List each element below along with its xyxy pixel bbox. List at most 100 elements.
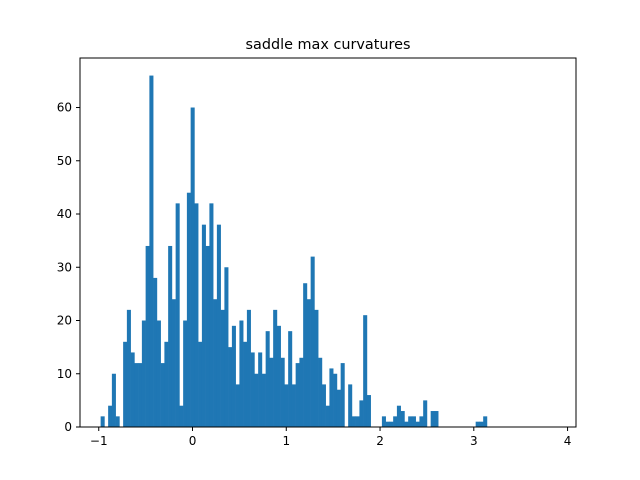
histogram-bar [141,320,146,427]
x-tick-label: 1 [282,434,290,448]
histogram-bar [179,405,184,427]
histogram-bar [333,373,338,427]
histogram-bar [209,203,214,427]
histogram-bar [396,405,401,427]
histogram-bar [393,416,398,427]
histogram-bar [108,405,113,427]
histogram-bar [415,421,420,427]
histogram-bars [100,75,488,428]
histogram-bar [254,373,259,427]
histogram-bar [288,331,293,427]
histogram-bar [198,341,203,427]
chart-title: saddle max curvatures [246,37,411,53]
histogram-bar [216,224,221,427]
histogram-bar [355,416,360,427]
histogram-bar [329,368,334,427]
x-tick-label: −1 [90,434,108,448]
histogram-bar [224,267,229,427]
histogram-bar [359,400,364,427]
y-axis-ticks: 0 10 20 30 40 50 60 [57,101,80,434]
histogram-bar [156,320,161,427]
histogram-bar [366,395,371,427]
histogram-bar [419,416,424,427]
histogram-bar [213,299,218,427]
histogram-bar [273,309,278,427]
histogram-bar [153,277,158,427]
histogram-bar [235,384,240,427]
histogram-bar [171,299,176,427]
histogram-bar [145,245,150,427]
histogram-bar [164,341,169,427]
axes [79,57,577,428]
histogram-bar [411,416,416,427]
y-tick-label: 30 [57,260,72,274]
y-tick-label: 60 [57,101,72,115]
histogram-bar [126,309,131,427]
x-tick-label: 4 [564,434,572,448]
histogram-bar [483,416,488,427]
histogram-bar [149,75,154,427]
histogram-bar [385,421,390,427]
histogram-bar [363,315,368,427]
histogram-bar [310,256,315,427]
histogram-bar [408,416,413,427]
histogram-bar [168,245,173,427]
histogram-bar [299,357,304,427]
histogram-bar [175,203,180,427]
histogram-bar [258,352,263,427]
histogram-bar [269,357,274,427]
histogram-bar [220,309,225,427]
histogram-bar [201,224,206,427]
histogram-bar [314,309,319,427]
histogram-bar [321,384,326,427]
histogram-bar [231,325,236,427]
x-axis-ticks: −1 0 1 2 3 4 [90,427,571,448]
histogram-bar [111,373,116,427]
histogram-bar [303,283,308,427]
histogram-bar [348,384,353,427]
histogram-bar [430,411,435,427]
histogram-bar [205,245,210,427]
y-tick-label: 0 [64,420,72,434]
y-tick-label: 10 [57,367,72,381]
histogram-bar [336,389,341,427]
histogram-bar [434,411,439,427]
histogram-bar [261,373,266,427]
histogram-bar [280,357,285,427]
histogram-bar [160,363,165,427]
histogram-bar [183,320,188,427]
histogram-bar [318,357,323,427]
histogram-bar [265,331,270,427]
histogram-bar [123,341,128,427]
x-tick-label: 3 [470,434,478,448]
histogram-bar [186,192,191,427]
histogram-bar [130,352,135,427]
histogram-bar [423,400,428,427]
histogram-bar [291,384,296,427]
x-tick-label: 0 [189,434,197,448]
histogram-bar [284,384,289,427]
histogram-bar [194,203,199,427]
y-tick-label: 40 [57,207,72,221]
y-tick-label: 20 [57,314,72,328]
histogram-bar [250,352,255,427]
histogram-bar [340,363,345,427]
histogram-bar [243,341,248,427]
histogram-bar [239,320,244,427]
histogram-bar [190,107,195,428]
histogram-bar [404,421,409,427]
histogram-bar [351,416,356,427]
histogram-bar [381,416,386,427]
histogram-bar [479,421,484,427]
y-tick-label: 50 [57,154,72,168]
histogram-bar [134,363,139,427]
histogram-bar [325,405,330,427]
histogram-bar [475,421,480,427]
histogram-bar [276,325,281,427]
histogram-bar [389,421,394,427]
histogram-bar [115,416,120,427]
histogram-bar [138,363,143,427]
histogram-bar [228,347,233,427]
histogram-bar [306,299,311,427]
